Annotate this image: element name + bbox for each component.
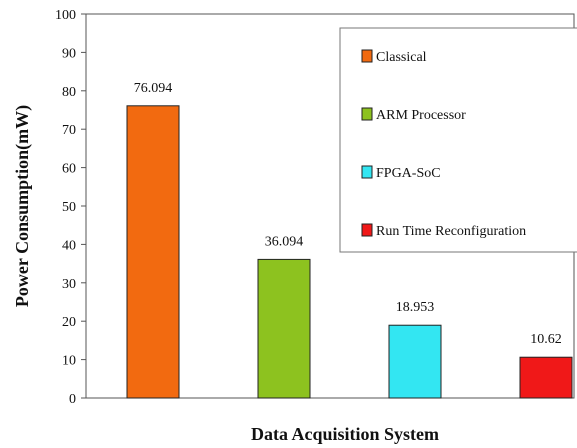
data-label: 36.094 (265, 234, 304, 249)
data-label: 18.953 (396, 300, 435, 315)
data-label: 76.094 (134, 81, 173, 96)
legend-swatch (361, 49, 373, 63)
bar-2 (388, 324, 442, 399)
legend-box (339, 27, 577, 253)
legend-swatch (361, 107, 373, 121)
legend-swatch (361, 165, 373, 179)
bar-1 (257, 258, 311, 399)
y-tick-label: 50 (62, 200, 76, 215)
legend-entry: Classical (376, 50, 427, 65)
data-label: 10.62 (530, 332, 562, 347)
legend-entry: ARM Processor (376, 108, 466, 123)
y-tick-label: 80 (62, 85, 76, 100)
y-tick-label: 40 (62, 238, 76, 253)
y-axis-title: Power Consumption(mW) (12, 105, 33, 307)
legend: Classical ARM Processor FPGA-SoC Run Time R… (339, 27, 577, 253)
y-tick-label: 20 (62, 315, 76, 330)
y-tick-label: 90 (62, 46, 76, 61)
bar-3 (519, 356, 573, 399)
y-tick-label: 70 (62, 123, 76, 138)
legend-swatch (361, 223, 373, 237)
y-tick-label: 100 (55, 8, 76, 23)
bar-0 (126, 105, 180, 399)
y-tick-label: 60 (62, 162, 76, 177)
legend-entry: Run Time Reconfiguration (376, 224, 526, 239)
legend-entry: FPGA-SoC (376, 166, 441, 181)
y-tick-label: 0 (69, 392, 76, 407)
x-axis-title: Data Acquisition System (251, 424, 439, 444)
y-tick-label: 30 (62, 277, 76, 292)
y-tick-label: 10 (62, 354, 76, 369)
